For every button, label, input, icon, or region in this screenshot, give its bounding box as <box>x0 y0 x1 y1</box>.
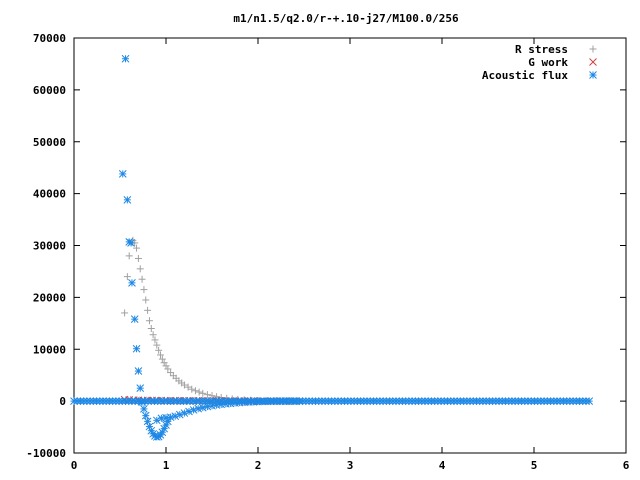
data-point <box>127 239 135 247</box>
data-point <box>195 388 203 396</box>
legend-label: G work <box>528 56 568 69</box>
tick-labels: 0 1 2 3 4 5 6 -10000 0 10000 20000 30000 40000 50000 6… <box>26 32 629 472</box>
data-point <box>132 344 141 353</box>
x-tick-label: 1 <box>163 459 170 472</box>
y-tick-label: 10000 <box>33 343 66 356</box>
data-point <box>184 383 192 391</box>
x-tick-label: 2 <box>255 459 262 472</box>
data-point <box>198 403 207 412</box>
series-r-stress <box>121 236 303 405</box>
data-point <box>158 355 166 363</box>
data-point <box>121 54 130 63</box>
y-tick-label: 50000 <box>33 136 66 149</box>
data-point <box>166 413 175 422</box>
data-point <box>144 306 152 314</box>
data-point <box>180 409 189 417</box>
data-point <box>123 273 131 281</box>
data-point <box>133 244 141 252</box>
chart-title: m1/n1.5/q2.0/r-+.10-j27/M100.0/256 <box>233 12 459 25</box>
data-point <box>208 401 216 410</box>
x-tick-label: 3 <box>347 459 354 472</box>
y-tick-label: 70000 <box>33 32 66 45</box>
data-point <box>128 278 136 287</box>
data-point <box>134 254 142 262</box>
data-point <box>149 331 157 339</box>
y-tick-label: -10000 <box>26 447 66 460</box>
data-point <box>123 195 132 204</box>
data-point <box>130 315 139 324</box>
data-point <box>185 407 193 416</box>
data-point <box>141 411 150 420</box>
legend-marker <box>589 58 597 66</box>
data-point <box>188 385 196 393</box>
data-point <box>199 389 207 397</box>
data-point <box>138 398 146 407</box>
data-point <box>125 252 133 260</box>
y-tick-label: 20000 <box>33 291 66 304</box>
legend-label: Acoustic flux <box>482 69 568 82</box>
data-point <box>295 397 304 405</box>
data-point <box>175 410 184 419</box>
data-point <box>138 275 146 283</box>
data-point <box>147 325 155 332</box>
data-point <box>121 309 129 317</box>
legend-label: R stress <box>515 43 568 56</box>
data-point <box>118 170 127 178</box>
y-tick-label: 40000 <box>33 188 66 201</box>
data-point <box>143 417 152 426</box>
data-point <box>140 405 148 413</box>
data-point <box>160 359 168 367</box>
data-point <box>203 402 212 411</box>
plot-frame <box>73 37 627 454</box>
data-point <box>136 265 144 273</box>
data-point <box>151 336 159 344</box>
data-point <box>155 346 163 354</box>
data-point <box>203 391 211 399</box>
data-point <box>156 351 164 359</box>
x-tick-label: 0 <box>71 459 78 472</box>
x-tick-label: 6 <box>623 459 630 472</box>
x-tick-label: 4 <box>439 459 446 472</box>
data-point <box>162 362 170 370</box>
legend-marker <box>589 45 597 53</box>
data-point <box>194 404 203 413</box>
data-point <box>134 367 143 375</box>
y-tick-label: 0 <box>59 395 66 408</box>
data-point <box>585 397 594 405</box>
data-point <box>191 387 199 395</box>
data-point <box>164 365 172 373</box>
y-tick-label: 30000 <box>33 240 66 253</box>
data-point <box>180 381 188 389</box>
data-marks <box>70 54 594 441</box>
y-tick-label: 60000 <box>33 84 66 97</box>
legend-marker <box>589 71 597 79</box>
data-point <box>153 341 161 349</box>
x-tick-label: 5 <box>531 459 538 472</box>
data-point <box>171 412 180 421</box>
data-point <box>136 384 145 393</box>
axes <box>73 37 627 454</box>
series-acoustic-flux <box>70 54 594 441</box>
data-point <box>140 286 148 294</box>
data-point <box>145 317 153 325</box>
data-point <box>142 296 150 304</box>
data-point <box>189 406 198 414</box>
